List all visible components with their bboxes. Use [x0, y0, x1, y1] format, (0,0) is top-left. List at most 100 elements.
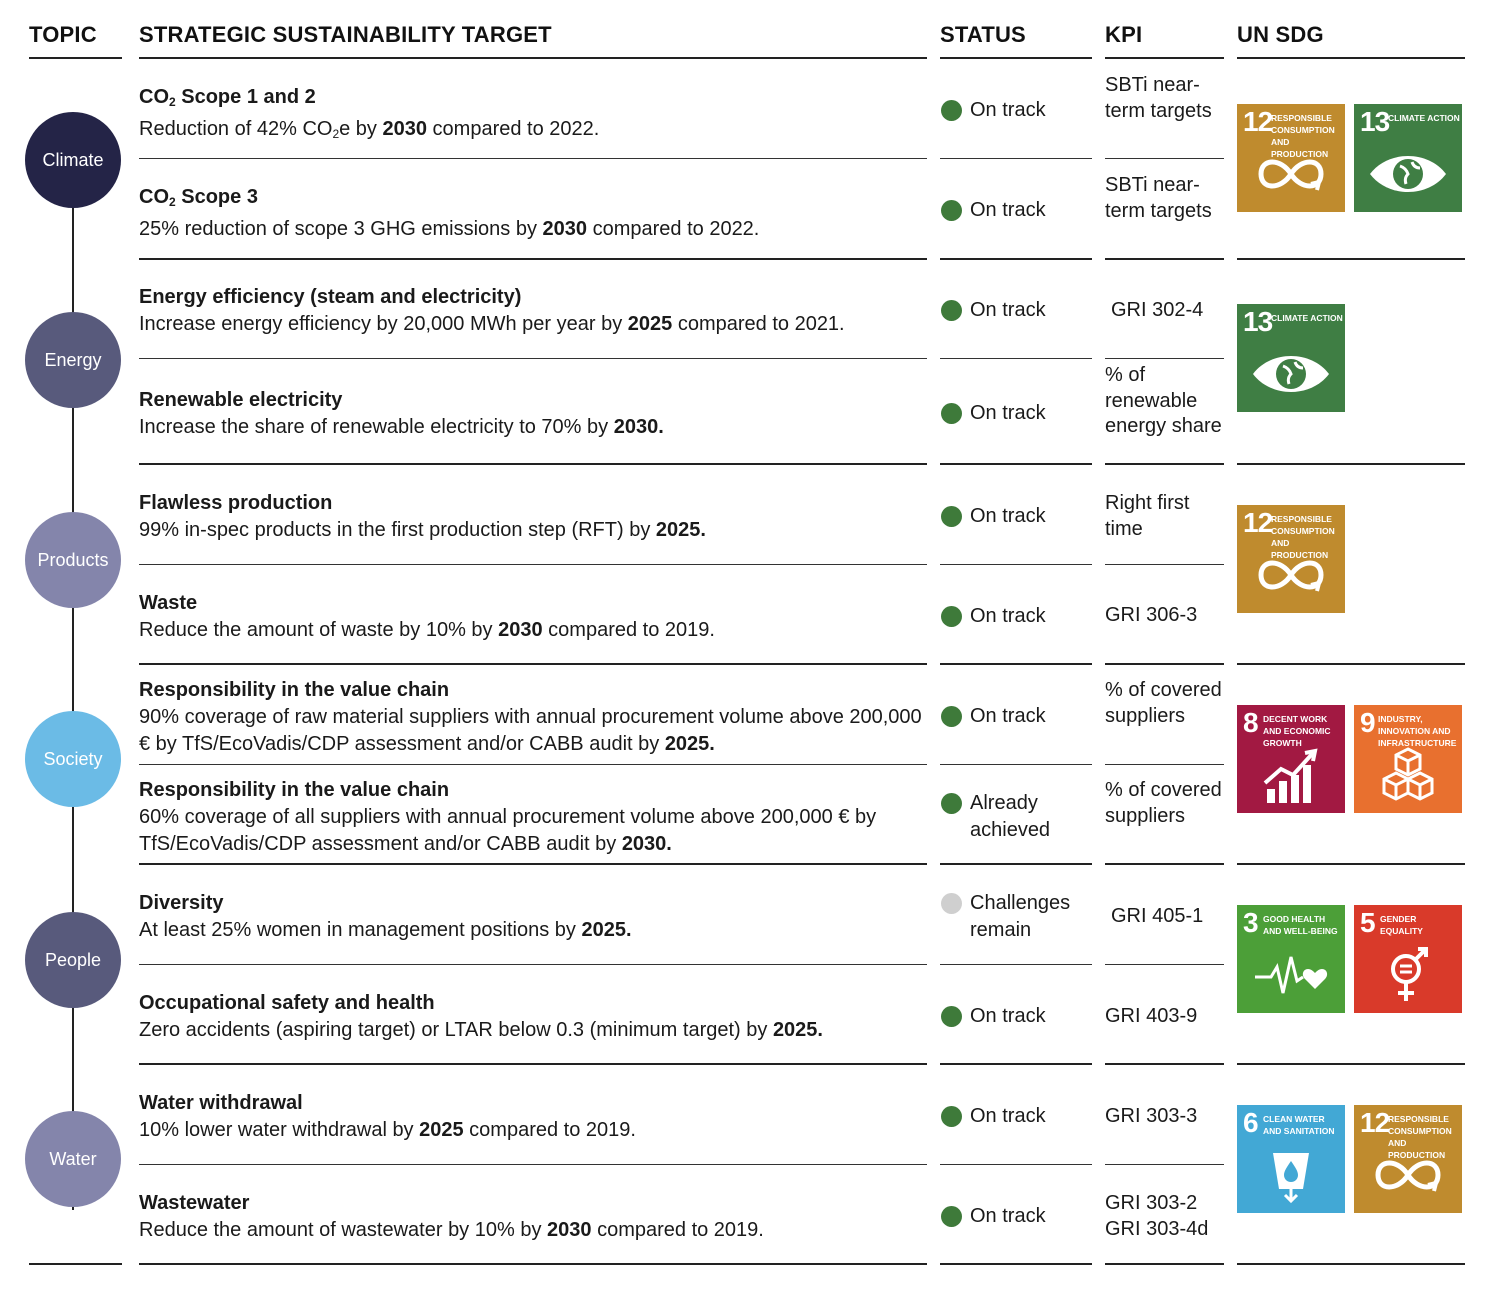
status-indicator: On track [941, 400, 1091, 427]
target-water-withdrawal: Water withdrawal 10% lower water withdra… [139, 1090, 929, 1144]
kpi-value: SBTi near-term targets [1105, 174, 1212, 222]
target-title: Responsibility in the value chain [139, 779, 450, 801]
group-divider [139, 258, 927, 260]
kpi-value: GRI 403-9 [1105, 1005, 1198, 1027]
header-divider [940, 57, 1092, 59]
row-divider [139, 158, 927, 159]
status-indicator: On track [941, 1003, 1091, 1030]
sdg-3-tile: 3 GOOD HEALTH AND WELL-BEING [1237, 905, 1345, 1013]
kpi-value: % of covered suppliers [1105, 779, 1222, 827]
target-description: 60% coverage of all suppliers with annua… [139, 806, 877, 855]
status-indicator: On track [941, 297, 1091, 324]
kpi-value: GRI 306-3 [1105, 604, 1198, 626]
target-title: Waste [139, 592, 198, 614]
status-dot [941, 1106, 962, 1127]
row-divider [139, 358, 927, 359]
sdg-12-tile: 12 RESPONSIBLE CONSUMPTION AND PRODUCTION [1354, 1105, 1462, 1213]
kpi-value: GRI 302-4 [1111, 299, 1204, 321]
target-value-chain-raw-material: Responsibility in the value chain 90% co… [139, 677, 929, 758]
sdg-13-tile: 13 CLIMATE ACTION [1354, 104, 1462, 212]
header-sdg: UN SDG [1237, 22, 1324, 47]
row-divider [1105, 358, 1224, 359]
sdg-8-tile: 8 DECENT WORK AND ECONOMIC GROWTH [1237, 705, 1345, 813]
row-divider [940, 358, 1092, 359]
status-dot [941, 706, 962, 727]
bottom-divider [1237, 1263, 1465, 1265]
row-divider [940, 1164, 1092, 1165]
kpi-value: SBTi near-term targets [1105, 74, 1212, 122]
header-topic: TOPIC [29, 22, 97, 47]
target-description: At least 25% women in management positio… [139, 919, 632, 941]
group-divider [940, 863, 1092, 865]
status-dot [941, 1006, 962, 1027]
status-indicator: On track [941, 197, 1091, 224]
sdg-5-tile: 5 GENDER EQUALITY [1354, 905, 1462, 1013]
group-divider [1237, 463, 1465, 465]
group-divider [139, 663, 927, 665]
row-divider [940, 964, 1092, 965]
bottom-divider [1105, 1263, 1224, 1265]
topic-timeline [72, 160, 74, 1210]
kpi-value: Right first time [1105, 492, 1190, 540]
target-description: Increase energy efficiency by 20,000 MWh… [139, 313, 845, 335]
topic-people: People [25, 912, 121, 1008]
row-divider [1105, 564, 1224, 565]
group-divider [1237, 258, 1465, 260]
target-description: 99% in-spec products in the first produc… [139, 519, 706, 541]
sdg-9-tile: 9 INDUSTRY, INNOVATION AND INFRASTRUCTURE [1354, 705, 1462, 813]
status-dot [941, 1206, 962, 1227]
status-dot [941, 100, 962, 121]
target-co2-scope-1-2: CO2 Scope 1 and 2 Reduction of 42% CO2e … [139, 84, 929, 148]
status-indicator: Challenges remain [941, 890, 1086, 944]
target-energy-efficiency: Energy efficiency (steam and electricity… [139, 284, 929, 338]
target-description: Zero accidents (aspiring target) or LTAR… [139, 1019, 823, 1041]
row-divider [139, 1164, 927, 1165]
group-divider [1105, 663, 1224, 665]
group-divider [139, 1063, 927, 1065]
target-co2-scope-3: CO2 Scope 3 25% reduction of scope 3 GHG… [139, 184, 929, 243]
status-indicator: Already achieved [941, 790, 1061, 844]
header-target: STRATEGIC SUSTAINABILITY TARGET [139, 22, 552, 47]
status-dot [941, 403, 962, 424]
header-divider [29, 57, 122, 59]
target-description: 10% lower water withdrawal by 2025 compa… [139, 1119, 636, 1141]
target-title: Occupational safety and health [139, 992, 435, 1014]
status-indicator: On track [941, 97, 1091, 124]
row-divider [139, 764, 927, 765]
eye-globe-icon [1370, 156, 1446, 192]
growth-chart-icon [1263, 748, 1318, 803]
row-divider [1105, 764, 1224, 765]
heartbeat-icon [1255, 956, 1328, 994]
kpi-value: % of renewable energy share [1105, 364, 1222, 437]
topic-climate: Climate [25, 112, 121, 208]
group-divider [1105, 463, 1224, 465]
status-indicator: On track [941, 1103, 1091, 1130]
topic-society: Society [25, 711, 121, 807]
target-title: Energy efficiency (steam and electricity… [139, 286, 522, 308]
status-indicator: On track [941, 703, 1091, 730]
eye-globe-icon [1253, 356, 1329, 392]
group-divider [1105, 1063, 1224, 1065]
row-divider [1105, 1164, 1224, 1165]
status-dot [941, 200, 962, 221]
target-description: Increase the share of renewable electric… [139, 416, 664, 438]
status-dot [941, 793, 962, 814]
status-dot [941, 893, 962, 914]
target-description: Reduce the amount of waste by 10% by 203… [139, 619, 715, 641]
topic-energy: Energy [25, 312, 121, 408]
row-divider [1105, 964, 1224, 965]
row-divider [1105, 158, 1224, 159]
group-divider [139, 463, 927, 465]
water-drop-icon [1273, 1153, 1309, 1204]
target-occupational-safety: Occupational safety and health Zero acci… [139, 990, 929, 1044]
row-divider [940, 764, 1092, 765]
bottom-divider [139, 1263, 927, 1265]
header-divider [1237, 57, 1465, 59]
gender-equality-icon [1391, 947, 1428, 1001]
row-divider [139, 564, 927, 565]
group-divider [139, 863, 927, 865]
sdg-12-tile: 12 RESPONSIBLE CONSUMPTION AND PRODUCTION [1237, 505, 1345, 613]
group-divider [1105, 258, 1224, 260]
target-title: Wastewater [139, 1192, 250, 1214]
status-dot [941, 606, 962, 627]
